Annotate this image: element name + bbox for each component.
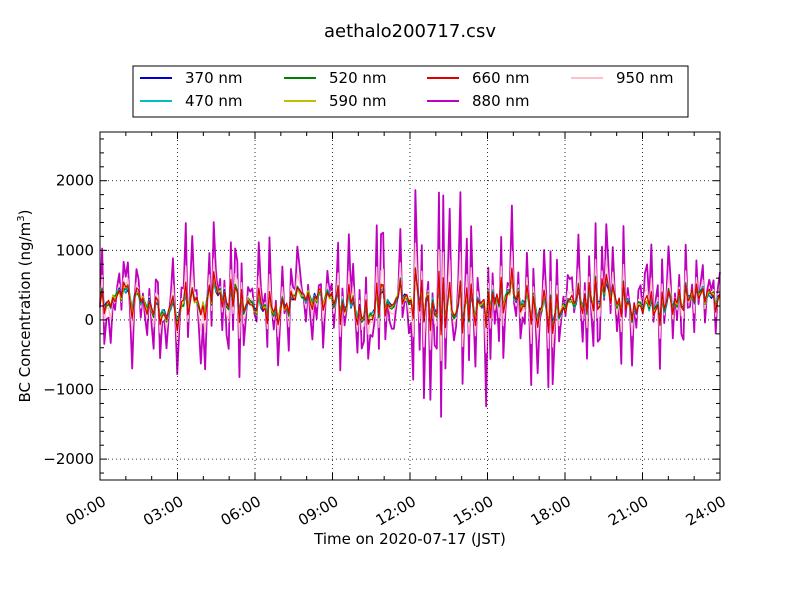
chart-title: aethalo200717.csv [324, 21, 496, 42]
grid-layer [100, 132, 720, 480]
legend: 370 nm 470 nm 520 nm 590 nm 660 nm 880 nm 950 … [132, 65, 689, 118]
legend-label: 880 nm [472, 92, 530, 110]
series-line-950-nm [99, 242, 721, 362]
y-axis-label-sup: 3 [16, 215, 27, 221]
legend-box [132, 65, 689, 118]
y-axis-label: BC Concentration (ng/m3) [16, 210, 34, 403]
legend-label: 660 nm [472, 69, 530, 87]
series-layer [99, 189, 721, 418]
legend-label: 950 nm [616, 69, 674, 87]
legend-label: 590 nm [329, 92, 387, 110]
x-axis-label: Time on 2020-07-17 (JST) [313, 530, 506, 548]
y-tick-label: 0 [84, 311, 94, 329]
y-axis-label-close: ) [16, 210, 34, 216]
y-tick-label: 2000 [56, 172, 94, 190]
y-tick-label: −1000 [43, 381, 94, 399]
y-tick-label: 1000 [56, 241, 94, 259]
legend-label: 470 nm [185, 92, 243, 110]
legend-label: 370 nm [185, 69, 243, 87]
y-tick-label: −2000 [43, 450, 94, 468]
legend-label: 520 nm [329, 69, 387, 87]
y-axis-label-main: BC Concentration (ng/m [16, 222, 34, 403]
